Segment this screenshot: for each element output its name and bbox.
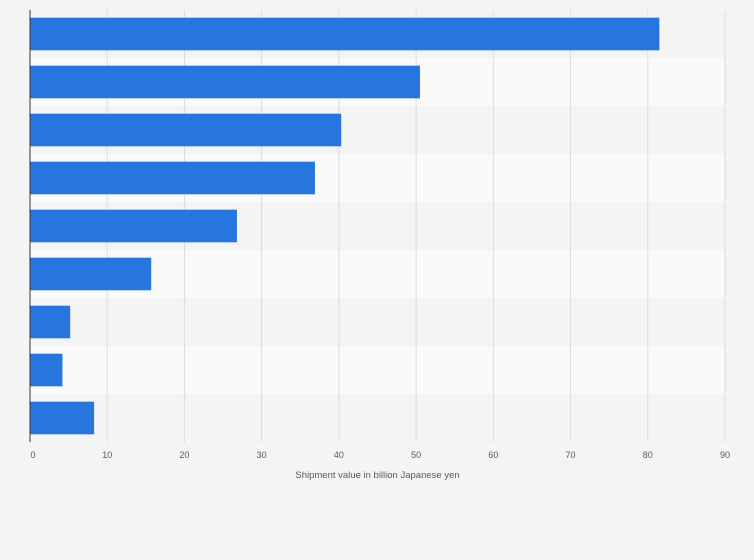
bar[interactable] — [30, 161, 315, 195]
x-axis-ticks: 0 10 20 30 40 50 60 70 80 90 — [30, 450, 730, 460]
bar[interactable] — [30, 353, 63, 387]
x-axis-title: Shipment value in billion Japanese yen — [295, 470, 459, 481]
x-tick-label: 70 — [566, 450, 576, 460]
x-tick-label: 10 — [102, 450, 112, 460]
x-tick-label: 50 — [411, 450, 421, 460]
bar[interactable] — [30, 113, 342, 147]
x-tick-label: 40 — [334, 450, 344, 460]
x-tick-label: 0 — [30, 450, 35, 460]
x-tick-label: 90 — [720, 450, 730, 460]
bars — [30, 17, 660, 435]
bar[interactable] — [30, 401, 95, 435]
x-tick-label: 20 — [179, 450, 189, 460]
bar[interactable] — [30, 305, 71, 339]
row-band — [30, 346, 725, 394]
bar[interactable] — [30, 209, 237, 243]
bar[interactable] — [30, 65, 420, 99]
row-band — [30, 298, 725, 346]
row-band — [30, 394, 725, 442]
bar[interactable] — [30, 17, 660, 51]
x-tick-label: 80 — [643, 450, 653, 460]
bar[interactable] — [30, 257, 152, 291]
x-tick-label: 60 — [488, 450, 498, 460]
x-tick-label: 30 — [257, 450, 267, 460]
